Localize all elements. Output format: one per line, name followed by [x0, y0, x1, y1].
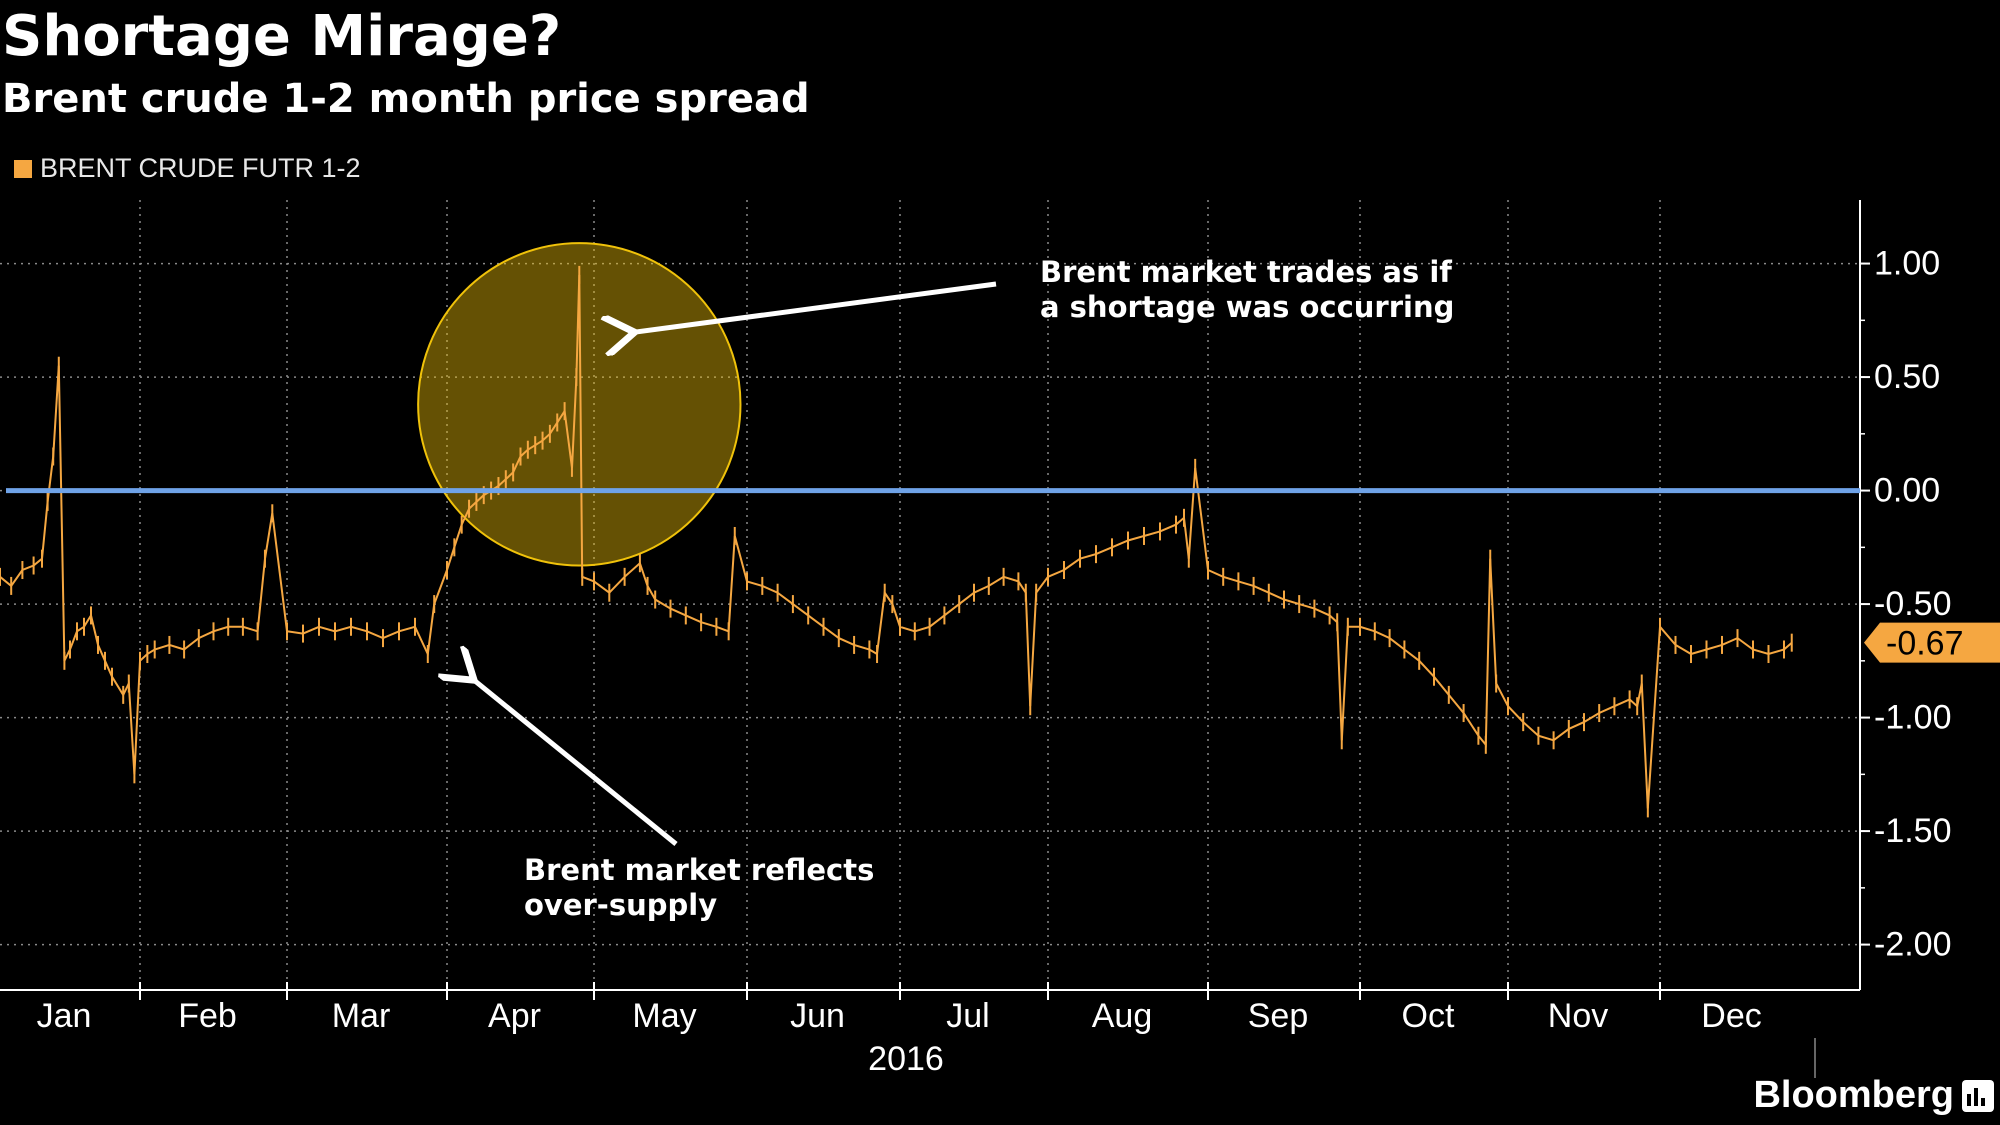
annotation-arrow-shortage: [635, 281, 997, 332]
annotation-text-shortage: a shortage was occurring: [1040, 290, 1454, 324]
y-tick-label: -1.50: [1874, 812, 1952, 850]
y-tick-label: -0.50: [1874, 585, 1952, 623]
x-tick-label: Mar: [332, 997, 391, 1035]
annotation-text-shortage: Brent market trades as if: [1040, 255, 1452, 289]
y-tick-label: 0.00: [1874, 472, 1940, 510]
chart-subtitle: Brent crude 1-2 month price spread: [2, 76, 810, 122]
legend-swatch: [14, 159, 32, 178]
y-tick-label: 1.00: [1874, 245, 1940, 283]
x-axis-year-label: 2016: [868, 1040, 944, 1078]
x-tick-label: Apr: [488, 997, 541, 1035]
annotation-text-oversupply: over-supply: [524, 888, 717, 922]
y-tick-label: -1.00: [1874, 699, 1952, 737]
bloomberg-mark-icon: [1962, 1079, 1994, 1112]
x-tick-label: May: [632, 997, 696, 1035]
x-tick-label: Feb: [178, 997, 237, 1035]
brand-name: Bloomberg: [1753, 1074, 1954, 1116]
annotation-arrow-oversupply: [474, 680, 678, 846]
x-tick-label: Sep: [1248, 997, 1309, 1035]
x-tick-label: Aug: [1092, 997, 1153, 1035]
last-value-badge: [1864, 622, 2000, 663]
legend-label: BRENT CRUDE FUTR 1-2: [40, 153, 361, 183]
x-tick-label: Jan: [37, 997, 92, 1035]
x-tick-label: Jun: [790, 997, 845, 1035]
last-value-label: -0.67: [1886, 625, 1964, 663]
legend: BRENT CRUDE FUTR 1-2: [14, 153, 361, 184]
x-tick-label: Jul: [946, 997, 989, 1035]
x-tick-label: Nov: [1548, 997, 1608, 1035]
x-tick-label: Oct: [1402, 997, 1455, 1035]
x-tick-label: Dec: [1701, 997, 1761, 1035]
y-tick-label: 0.50: [1874, 358, 1940, 396]
y-tick-label: -2.00: [1874, 926, 1952, 964]
bloomberg-logo: Bloomberg: [1753, 1074, 1994, 1117]
chart-title: Shortage Mirage?: [2, 4, 562, 69]
annotation-text-oversupply: Brent market reflects: [524, 853, 874, 887]
